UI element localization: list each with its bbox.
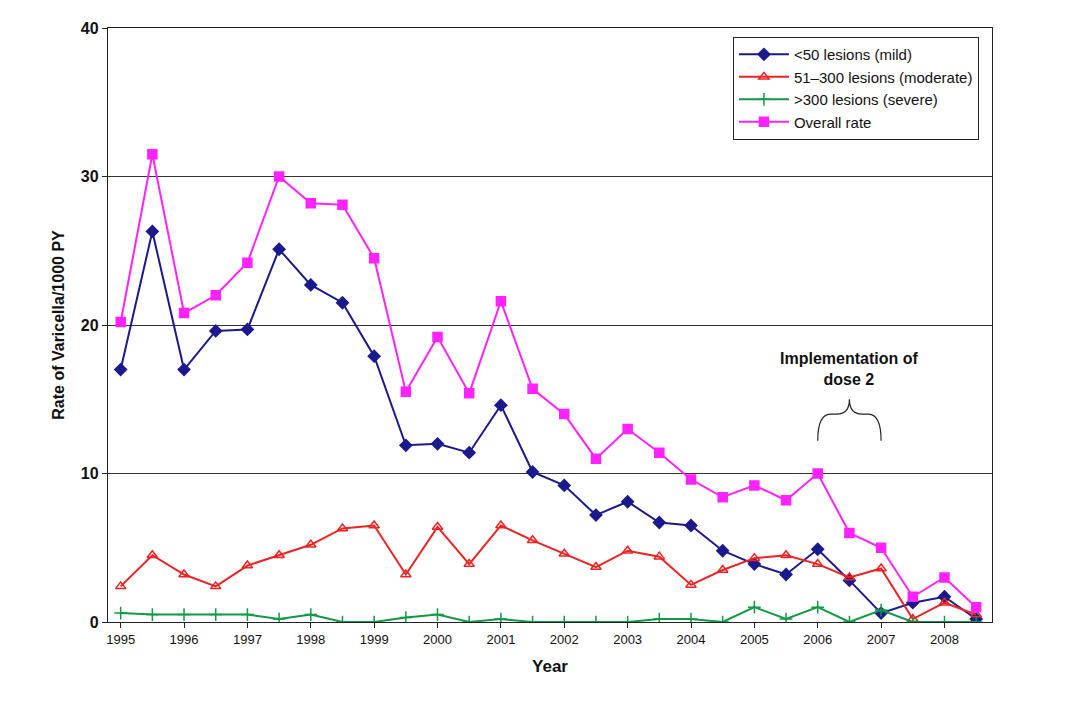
- svg-text:Year: Year: [532, 657, 568, 676]
- svg-text:10: 10: [81, 465, 99, 482]
- svg-text:2007: 2007: [867, 632, 896, 647]
- svg-text:40: 40: [81, 20, 99, 37]
- svg-text:2008: 2008: [930, 632, 959, 647]
- svg-text:51–300 lesions (moderate): 51–300 lesions (moderate): [794, 69, 972, 86]
- svg-text:1995: 1995: [106, 632, 135, 647]
- svg-text:30: 30: [81, 168, 99, 185]
- svg-text:2006: 2006: [803, 632, 832, 647]
- svg-text:1997: 1997: [233, 632, 262, 647]
- svg-text:1999: 1999: [360, 632, 389, 647]
- svg-text:2004: 2004: [677, 632, 706, 647]
- svg-text:0: 0: [90, 614, 99, 631]
- svg-text:2005: 2005: [740, 632, 769, 647]
- svg-text:Implementation ofdose 2: Implementation ofdose 2: [780, 350, 918, 388]
- svg-text:<50 lesions (mild): <50 lesions (mild): [794, 46, 912, 63]
- svg-text:2000: 2000: [423, 632, 452, 647]
- svg-text:20: 20: [81, 317, 99, 334]
- svg-text:1996: 1996: [170, 632, 199, 647]
- svg-text:2003: 2003: [613, 632, 642, 647]
- svg-text:2002: 2002: [550, 632, 579, 647]
- svg-text:Rate of Varicella/1000 PY: Rate of Varicella/1000 PY: [50, 230, 67, 420]
- svg-text:2001: 2001: [486, 632, 515, 647]
- svg-text:1998: 1998: [296, 632, 325, 647]
- svg-text:Overall rate: Overall rate: [794, 114, 872, 131]
- svg-text:>300 lesions (severe): >300 lesions (severe): [794, 91, 938, 108]
